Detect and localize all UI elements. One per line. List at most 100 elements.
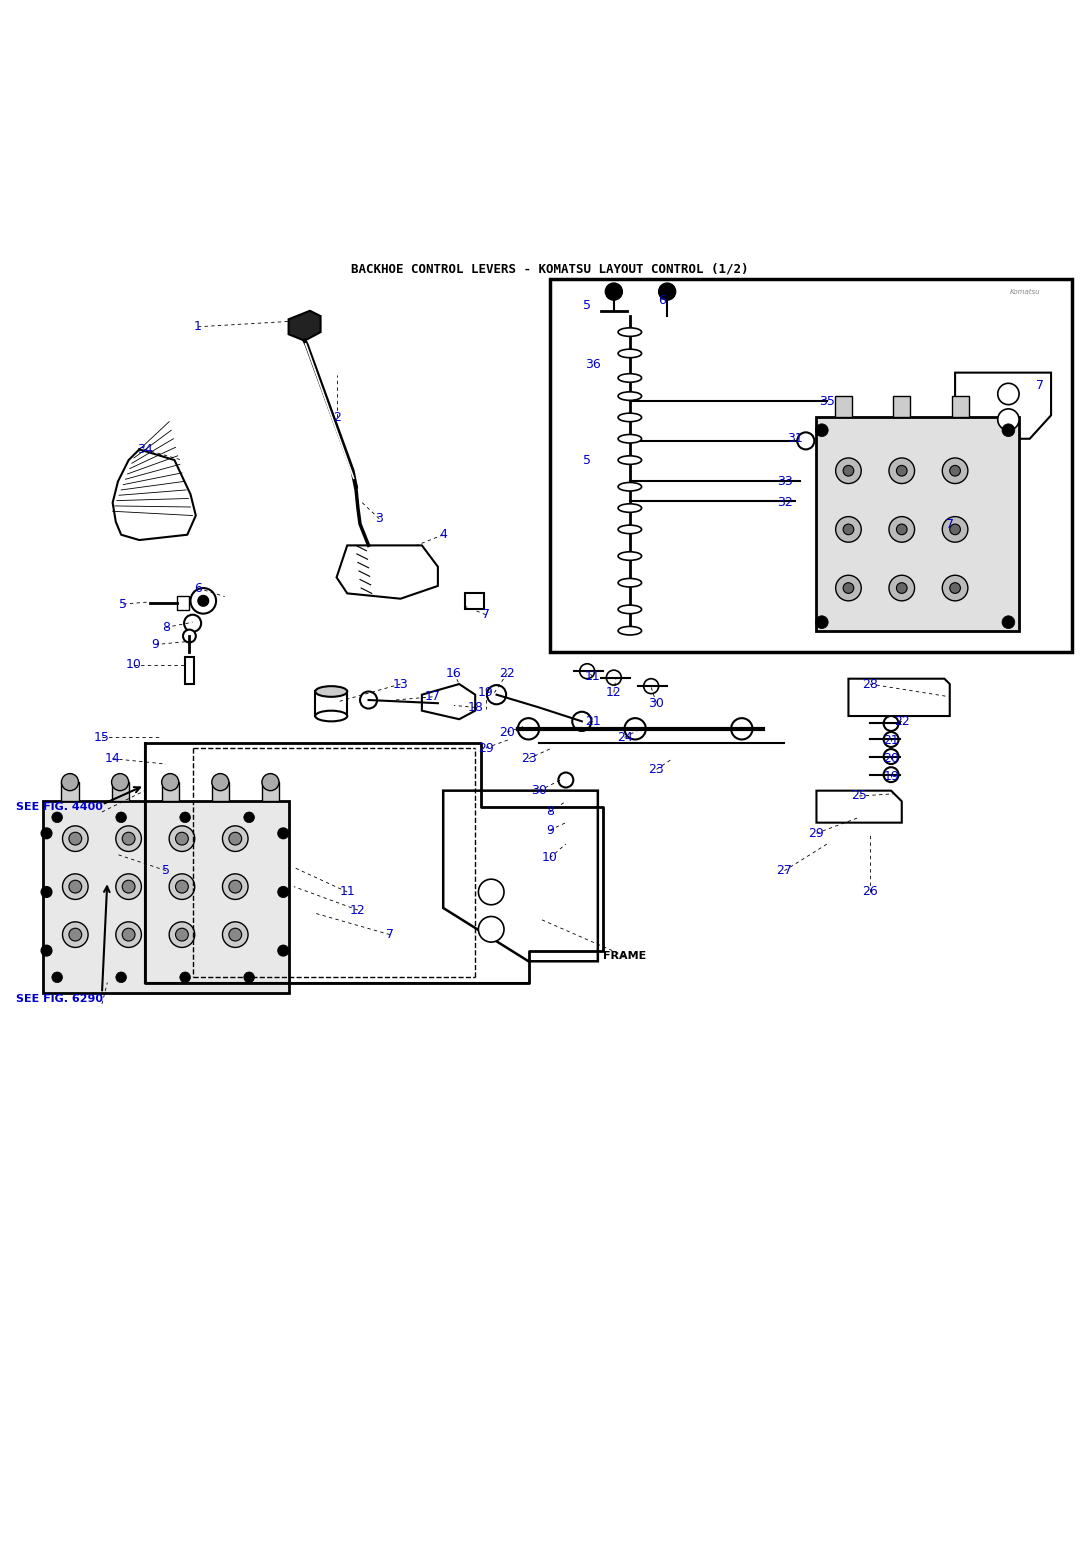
Circle shape [889,516,915,543]
Text: 27: 27 [776,864,792,877]
Bar [816,418,1019,630]
Text: 32: 32 [776,496,792,509]
Text: 20: 20 [883,752,899,764]
Circle shape [844,465,853,476]
Circle shape [429,694,447,711]
Circle shape [844,583,853,593]
Circle shape [62,825,88,852]
Bar [835,396,851,418]
Polygon shape [955,373,1051,438]
Text: 30: 30 [649,697,665,710]
Circle shape [180,972,191,983]
Circle shape [116,825,142,852]
Circle shape [244,972,254,983]
Text: 1: 1 [194,320,202,334]
Circle shape [41,828,52,839]
Text: SEE FIG. 6290: SEE FIG. 6290 [16,994,102,1003]
Circle shape [884,768,898,782]
Circle shape [62,922,88,947]
Polygon shape [848,679,949,716]
Circle shape [949,583,960,593]
Ellipse shape [618,435,642,443]
Circle shape [116,813,126,822]
Circle shape [942,459,968,484]
Circle shape [52,972,62,983]
Ellipse shape [618,605,642,613]
Polygon shape [422,683,475,719]
Circle shape [1002,424,1015,437]
Circle shape [262,774,279,791]
Circle shape [169,825,195,852]
Ellipse shape [618,413,642,421]
Ellipse shape [618,392,642,401]
Text: 22: 22 [499,666,516,680]
Text: 35: 35 [820,395,835,407]
Text: 21: 21 [584,714,601,729]
Circle shape [605,282,622,300]
Text: 29: 29 [479,741,494,755]
Circle shape [229,880,242,892]
Text: 4: 4 [439,529,447,541]
Text: 5: 5 [162,864,170,877]
Circle shape [69,880,82,892]
Ellipse shape [315,686,348,697]
Text: 11: 11 [584,671,601,683]
Polygon shape [816,791,901,822]
Circle shape [884,732,898,747]
Bar [549,279,1073,652]
Text: SEE FIG. 4400: SEE FIG. 4400 [16,802,102,811]
Text: 13: 13 [392,677,409,691]
Circle shape [487,685,506,704]
Bar [893,396,910,418]
Text: 9: 9 [546,824,554,836]
Ellipse shape [315,711,348,721]
Ellipse shape [618,552,642,560]
Circle shape [360,691,377,708]
Circle shape [658,282,676,300]
Circle shape [122,880,135,892]
Text: 31: 31 [787,432,803,445]
Text: 6: 6 [194,582,202,594]
Polygon shape [289,310,320,340]
Text: 30: 30 [531,785,547,797]
Circle shape [183,630,196,643]
Text: 34: 34 [136,443,153,456]
Text: 10: 10 [542,852,558,864]
Circle shape [997,409,1019,431]
Circle shape [169,922,195,947]
Circle shape [175,928,189,941]
Text: 33: 33 [776,474,792,488]
Circle shape [175,831,189,846]
Circle shape [884,749,898,764]
Bar [61,782,78,802]
Circle shape [558,772,573,788]
Text: 3: 3 [375,512,384,526]
Circle shape [558,821,573,836]
Circle shape [111,774,129,791]
Text: 22: 22 [894,714,910,729]
Polygon shape [315,691,348,716]
Text: 6: 6 [658,293,666,307]
Ellipse shape [618,579,642,587]
Text: 19: 19 [479,686,494,699]
Ellipse shape [618,526,642,534]
Text: 5: 5 [583,300,591,312]
Text: 8: 8 [546,805,554,819]
Text: 11: 11 [339,886,355,899]
Circle shape [836,516,861,543]
Bar [560,828,571,860]
Text: BACKHOE CONTROL LEVERS - KOMATSU LAYOUT CONTROL (1/2): BACKHOE CONTROL LEVERS - KOMATSU LAYOUT … [351,262,749,276]
Text: 5: 5 [119,597,128,610]
Text: 9: 9 [152,638,159,651]
Circle shape [41,886,52,897]
Circle shape [278,828,289,839]
Ellipse shape [618,456,642,465]
Text: 16: 16 [446,666,462,680]
Text: 2: 2 [332,410,340,424]
Bar [464,593,484,610]
Circle shape [942,516,968,543]
Circle shape [278,945,289,956]
Text: 12: 12 [350,903,366,917]
Ellipse shape [618,349,642,357]
Circle shape [222,874,249,900]
